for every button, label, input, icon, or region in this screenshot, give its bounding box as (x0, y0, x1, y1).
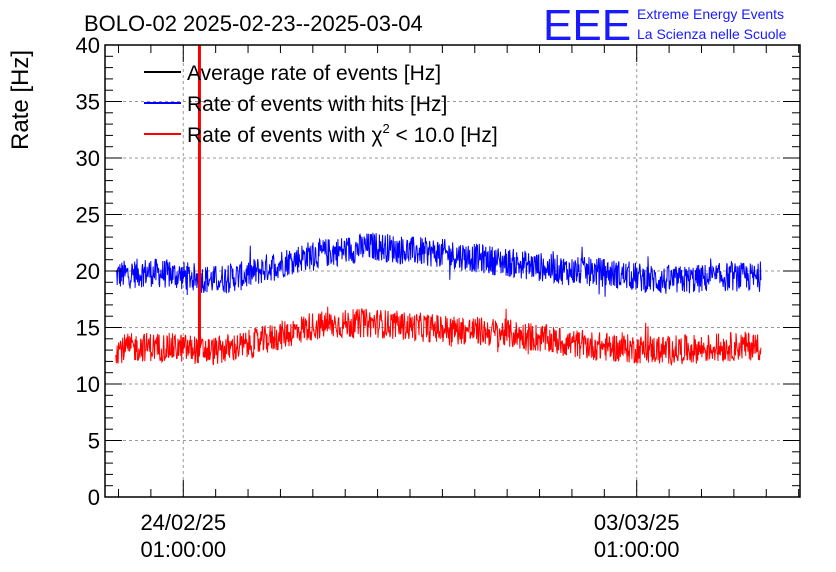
y-axis-label: Rate [Hz] (7, 50, 34, 150)
legend-chi2-suffix: < 10.0 [Hz] (390, 124, 498, 147)
legend-chi2-symbol: χ (371, 124, 382, 147)
y-axis-ticks: 0 5 10 15 20 25 30 35 40 (76, 33, 800, 510)
eee-logo-line1: Extreme Energy Events (637, 6, 784, 22)
x-tick-label-time-1: 01:00:00 (594, 537, 680, 562)
x-tick-label-date-0: 24/02/25 (140, 510, 226, 535)
eee-logo: EEE Extreme Energy Events La Scienza nel… (543, 1, 787, 50)
y-tick-label-30: 30 (76, 146, 100, 171)
grid-lines (105, 45, 800, 497)
y-tick-label-20: 20 (76, 259, 100, 284)
series-line-hits (115, 232, 762, 297)
chart-title: BOLO-02 2025-02-23--2025-03-04 (84, 11, 423, 36)
eee-logo-text: EEE (543, 1, 631, 50)
series-line-chi2 (115, 306, 762, 367)
legend: Average rate of events [Hz] Rate of even… (144, 62, 498, 147)
legend-label-chi2: Rate of events with χ2 < 10.0 [Hz] (187, 121, 498, 147)
legend-label-hits: Rate of events with hits [Hz] (187, 93, 447, 116)
legend-label-average: Average rate of events [Hz] (187, 62, 441, 85)
y-tick-label-0: 0 (88, 485, 100, 510)
legend-chi2-prefix: Rate of events with (187, 124, 371, 147)
eee-logo-line2: La Scienza nelle Scuole (637, 26, 787, 42)
x-tick-label-time-0: 01:00:00 (140, 537, 226, 562)
y-tick-label-35: 35 (76, 90, 100, 115)
y-tick-label-5: 5 (88, 429, 100, 454)
y-tick-label-25: 25 (76, 203, 100, 228)
y-tick-label-15: 15 (76, 316, 100, 341)
x-tick-label-date-1: 03/03/25 (594, 510, 680, 535)
series-layer (115, 45, 762, 367)
y-tick-label-40: 40 (76, 33, 100, 58)
legend-chi2-superscript: 2 (382, 121, 389, 136)
y-tick-label-10: 10 (76, 372, 100, 397)
